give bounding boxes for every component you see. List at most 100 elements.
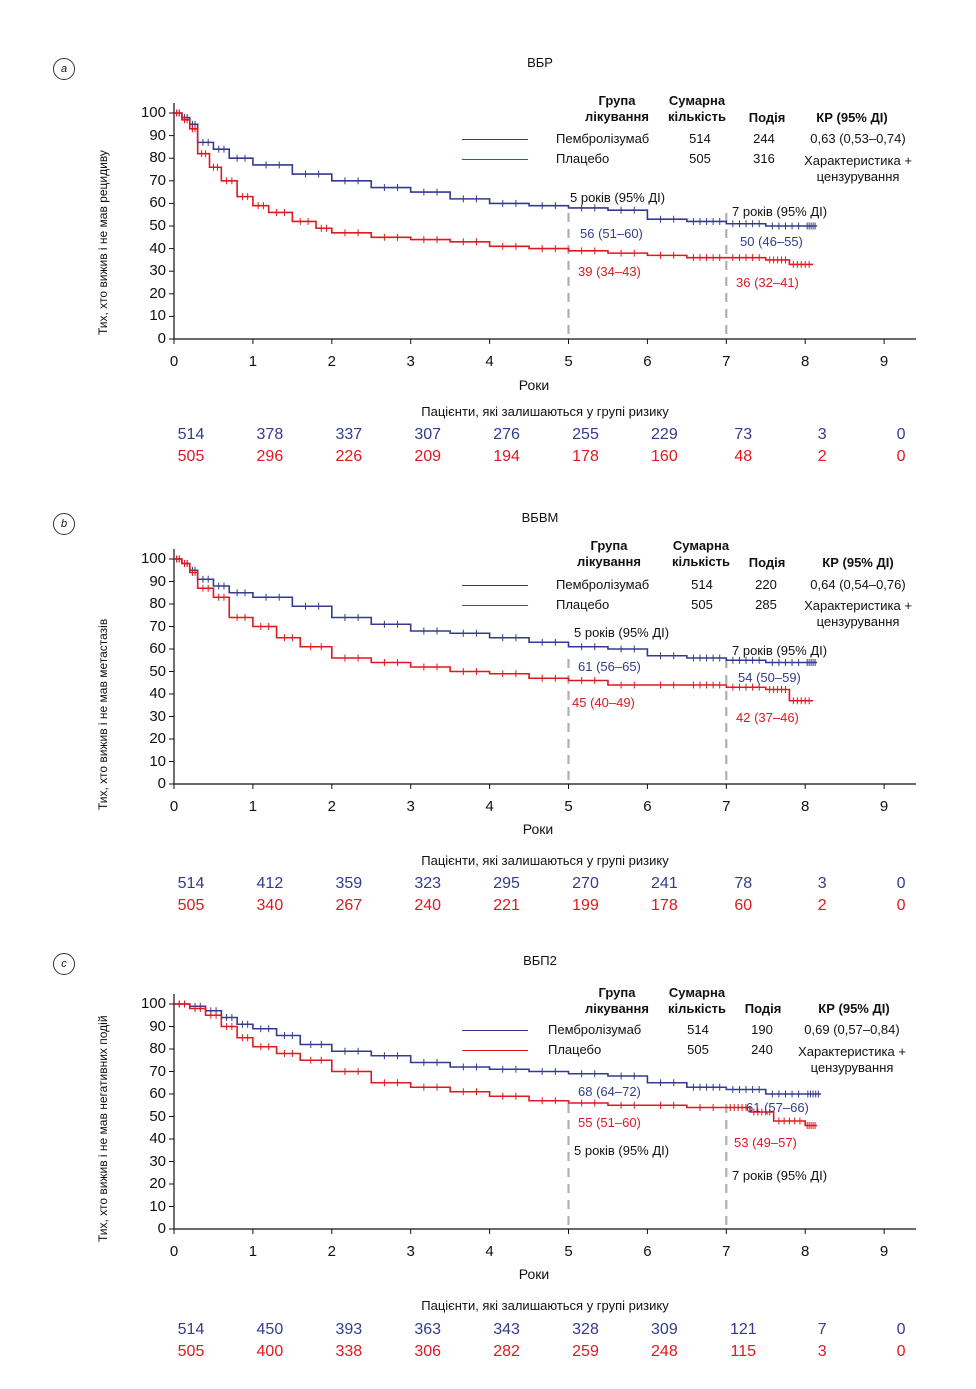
risk-count-red: 2: [817, 448, 827, 465]
risk-count-red: 505: [177, 1343, 205, 1360]
estimate-5y-blue: 56 (51–60): [580, 226, 643, 241]
x-axis-label: Роки: [518, 377, 550, 393]
y-tick-label: 50: [149, 1107, 166, 1125]
panel-letter: c: [53, 953, 75, 975]
risk-count-red: 160: [651, 448, 678, 465]
note-5-years: 5 років (95% ДІ): [574, 625, 670, 640]
x-tick-label: 7: [722, 798, 731, 815]
risk-count-red: 267: [335, 897, 363, 914]
x-tick-label: 3: [406, 1243, 415, 1260]
total-red: 505: [689, 151, 711, 166]
risk-count-red: 338: [335, 1343, 363, 1360]
y-tick-label: 90: [149, 1017, 166, 1035]
panel-a: a ВБР Тих, хто вижив і не мав рецидиву 1…: [0, 0, 976, 465]
x-tick-label: 9: [879, 798, 889, 815]
legend-name-blue: Пембролізумаб: [556, 131, 650, 146]
risk-count-blue: 121: [729, 1321, 757, 1338]
header-hr: КР (95% ДІ): [816, 110, 888, 125]
y-tick-label: 70: [149, 1062, 166, 1080]
legend-name-red: Плацебо: [548, 1042, 602, 1057]
events-blue: 220: [755, 577, 777, 592]
legend-name-blue: Пембролізумаб: [548, 1022, 642, 1037]
y-axis-label: Тих, хто вижив і не мав рецидиву: [96, 150, 110, 335]
censor-marks-red: [176, 109, 810, 268]
panel-b: b ВБВМ Тих, хто вижив і не мав метастазі…: [0, 445, 976, 914]
y-tick-label: 50: [149, 662, 166, 680]
risk-count-red: 296: [256, 448, 284, 465]
risk-count-blue: 295: [493, 875, 520, 892]
y-tick-label: 100: [140, 995, 166, 1012]
x-tick-label: 5: [564, 353, 573, 370]
total-blue: 514: [687, 1022, 709, 1037]
risk-count-red: 0: [896, 1343, 906, 1360]
risk-count-red: 248: [651, 1343, 678, 1360]
x-axis-label: Роки: [518, 1266, 550, 1282]
panel-title: ВБП2: [523, 953, 557, 968]
y-tick-label: 20: [149, 284, 166, 302]
km-curve-blue: [174, 112, 818, 227]
risk-count-blue: 3: [817, 426, 827, 443]
risk-count-blue: 412: [256, 875, 284, 892]
x-tick-label: 0: [169, 1243, 179, 1260]
risk-count-blue: 255: [572, 426, 599, 443]
plot-svg-a: [169, 103, 916, 344]
y-tick-label: 50: [149, 217, 166, 234]
censor-marks-red: [176, 555, 810, 705]
risk-count-blue: 359: [335, 875, 363, 892]
risk-count-blue: 514: [177, 1321, 205, 1338]
risk-count-blue: 363: [414, 1321, 442, 1338]
risk-count-red: 282: [493, 1343, 520, 1360]
risk-count-blue: 78: [734, 875, 753, 892]
y-tick-label: 90: [149, 126, 166, 144]
panel-title: ВБВМ: [521, 510, 559, 525]
x-tick-label: 4: [485, 798, 494, 815]
risk-count-blue: 307: [414, 426, 442, 443]
risk-table-title: Пацієнти, які залишаються у групі ризику: [421, 1298, 669, 1313]
estimate-7y-blue: 50 (46–55): [740, 234, 803, 249]
y-tick-label: 10: [149, 307, 166, 325]
risk-count-blue: 393: [335, 1321, 363, 1338]
y-tick-label: 20: [149, 730, 166, 747]
risk-count-red: 60: [734, 897, 753, 914]
plot-svg-c: [169, 994, 916, 1234]
estimate-5y-red: 45 (40–49): [572, 695, 635, 710]
x-tick-label: 1: [248, 353, 258, 370]
risk-count-blue: 378: [256, 426, 284, 443]
x-tick-label: 0: [169, 798, 179, 815]
panel-title: ВБР: [527, 55, 553, 70]
risk-count-blue: 514: [177, 875, 205, 892]
header-total: Сумарна кількість: [667, 985, 727, 1016]
header-total: Сумарна кількість: [671, 538, 731, 569]
hazard-ratio: 0,64 (0,54–0,76): [810, 577, 906, 592]
risk-count-red: 115: [730, 1343, 757, 1360]
y-axis-label: Тих, хто вижив і не мав негативних подій: [96, 1015, 110, 1242]
y-tick-label: 80: [149, 149, 166, 167]
risk-count-blue: 276: [493, 426, 520, 443]
estimate-5y-red: 39 (34–43): [578, 264, 641, 279]
estimate-5y-red: 55 (51–60): [578, 1115, 641, 1130]
x-tick-label: 8: [801, 353, 810, 370]
x-tick-label: 5: [564, 1243, 573, 1260]
x-tick-label: 5: [564, 798, 573, 815]
x-tick-label: 4: [485, 1243, 494, 1260]
x-tick-label: 6: [643, 798, 652, 815]
risk-count-blue: 0: [896, 1321, 906, 1338]
y-tick-label: 40: [149, 239, 166, 257]
header-group: Група лікування: [585, 985, 649, 1016]
risk-count-red: 240: [414, 897, 442, 914]
header-total: Сумарна кількість: [667, 93, 727, 124]
events-blue: 244: [753, 131, 775, 146]
legend-line-red: [462, 605, 528, 606]
header-hr: КР (95% ДІ): [822, 555, 894, 570]
x-tick-label: 6: [643, 353, 652, 370]
censor-marks-blue: [176, 109, 816, 230]
risk-count-blue: 323: [414, 875, 442, 892]
y-tick-label: 0: [157, 330, 166, 347]
x-tick-label: 2: [327, 798, 336, 815]
km-curve-blue: [174, 1003, 821, 1095]
y-tick-label: 60: [149, 1085, 166, 1102]
risk-count-red: 0: [896, 897, 906, 914]
x-tick-label: 2: [327, 1243, 336, 1260]
note-7-years: 7 років (95% ДІ): [732, 643, 828, 658]
total-red: 505: [687, 1042, 709, 1057]
